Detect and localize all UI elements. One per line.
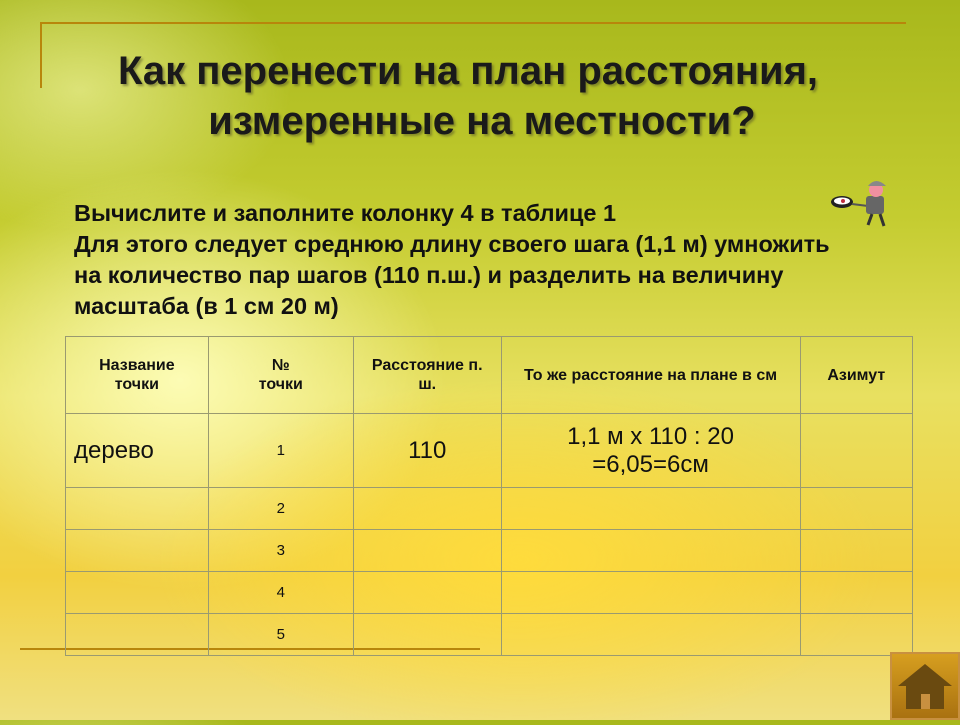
distance-table: Название точки № точки Расстояние п. ш. … <box>65 336 914 656</box>
table-header-row: Название точки № точки Расстояние п. ш. … <box>65 336 914 414</box>
cell-azimuth <box>799 413 914 488</box>
cell-azimuth <box>799 613 914 656</box>
header-distance: Расстояние п. ш. <box>352 336 502 414</box>
home-button[interactable] <box>890 652 960 720</box>
cell-number: 5 <box>207 613 354 656</box>
cell-distance <box>352 529 502 572</box>
cell-distance <box>352 571 502 614</box>
table-row: 4 <box>65 571 914 614</box>
cell-plan <box>500 613 801 656</box>
cell-plan <box>500 487 801 530</box>
header-point-number: № точки <box>207 336 354 414</box>
instruction-line: на количество пар шагов (110 п.ш.) и раз… <box>74 262 784 288</box>
cell-azimuth <box>799 529 914 572</box>
plan-result: =6,05=6см <box>592 450 709 478</box>
cell-plan <box>500 529 801 572</box>
cartoon-man-icon <box>831 181 886 227</box>
cell-number: 4 <box>207 571 354 614</box>
cell-azimuth <box>799 487 914 530</box>
cell-name: дерево <box>65 413 209 488</box>
instruction-line: масштаба (в 1 см 20 м) <box>74 293 339 319</box>
left-decor-line <box>40 22 42 88</box>
header-point-name: Название точки <box>65 336 209 414</box>
plan-calc: 1,1 м х 110 : 20 <box>567 422 734 450</box>
cell-name <box>65 613 209 656</box>
cell-number: 2 <box>207 487 354 530</box>
table-row: дерево 1 110 1,1 м х 110 : 20 =6,05=6см <box>65 413 914 488</box>
slide-title-line1: Как перенести на план расстояния, <box>117 49 819 93</box>
cell-distance: 110 <box>352 413 502 488</box>
header-plan-distance: То же расстояние на плане в см <box>500 336 801 414</box>
table-row: 3 <box>65 529 914 572</box>
instructions: Вычислите и заполните колонку 4 в таблиц… <box>74 198 954 322</box>
header-azimuth: Азимут <box>799 336 914 414</box>
slide-title-line2: измеренные на местности? <box>208 99 756 143</box>
top-decor-line <box>40 22 906 24</box>
instruction-line: Вычислите и заполните колонку 4 в таблиц… <box>74 200 617 226</box>
table-row: 2 <box>65 487 914 530</box>
cell-plan <box>500 571 801 614</box>
cell-name <box>65 529 209 572</box>
cell-plan: 1,1 м х 110 : 20 =6,05=6см <box>500 413 801 488</box>
cell-distance <box>352 487 502 530</box>
instruction-line: Для этого следует среднюю длину своего ш… <box>74 231 830 257</box>
cell-azimuth <box>799 571 914 614</box>
cell-number: 3 <box>207 529 354 572</box>
cell-distance <box>352 613 502 656</box>
cell-number: 1 <box>207 413 354 488</box>
home-icon <box>898 664 952 709</box>
cell-name <box>65 487 209 530</box>
table-row: 5 <box>65 613 914 656</box>
cell-name <box>65 571 209 614</box>
